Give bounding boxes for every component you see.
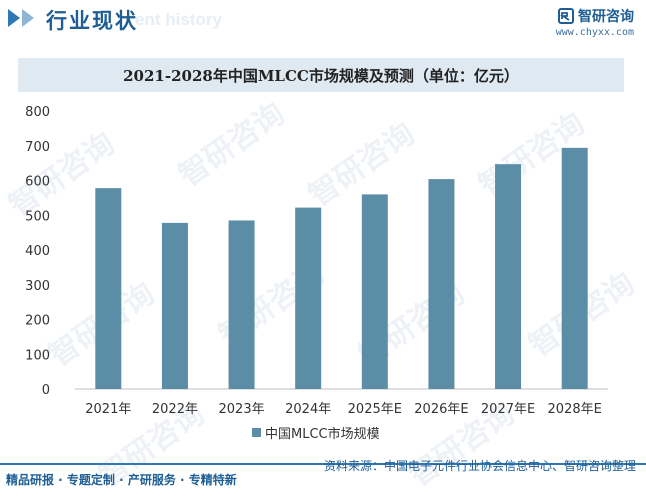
brand-url: www.chyxx.com: [555, 27, 634, 38]
bar: [495, 164, 522, 389]
y-tick-label: 300: [25, 279, 50, 294]
x-tick-label: 2024年: [285, 402, 331, 417]
y-tick-label: 0: [42, 383, 50, 398]
y-tick-label: 200: [25, 314, 50, 329]
y-tick-label: 400: [25, 244, 50, 259]
chart-title-bar: 2021-2028年中国MLCC市场规模及预测（单位：亿元）: [18, 58, 624, 92]
x-tick-label: 2027年E: [481, 402, 535, 417]
chevron-icon: [22, 9, 34, 27]
chevron-icon: [8, 9, 20, 27]
chart-title: 2021-2028年中国MLCC市场规模及预测（单位：亿元）: [123, 66, 519, 85]
bar: [161, 222, 188, 389]
bar: [428, 179, 455, 389]
legend-swatch: [252, 428, 261, 437]
footer-tagline: 精品研报 · 专题定制 · 产研服务 · 专精特新: [6, 473, 237, 487]
bar: [561, 147, 588, 389]
x-tick-label: 2028年E: [548, 402, 602, 417]
bar: [95, 188, 122, 389]
section-background-text: ent history: [135, 10, 222, 29]
footer-divider: [0, 463, 646, 465]
brand-name: 智研咨询: [578, 9, 634, 25]
x-tick-label: 2025年E: [348, 402, 402, 417]
brand-logo-icon: [558, 8, 574, 24]
y-tick-label: 700: [25, 140, 50, 155]
bar: [295, 207, 322, 389]
section-title: 行业现状: [46, 9, 138, 33]
header: ent history 行业现状 智研咨询 www.chyxx.com: [0, 0, 646, 46]
y-tick-label: 100: [25, 348, 50, 363]
y-tick-label: 800: [25, 105, 50, 120]
source-note: 资料来源：中国电子元件行业协会信息中心、智研咨询整理: [323, 459, 636, 473]
bar: [228, 220, 255, 389]
bar-chart: 0 100 200 300 400 500 600 700 800 2021年 2022年 2023年…: [25, 105, 608, 442]
x-tick-label: 2023年: [219, 402, 265, 417]
bar: [361, 194, 388, 389]
y-tick-label: 500: [25, 209, 50, 224]
x-tick-label: 2021年: [85, 402, 131, 417]
x-tick-label: 2026年E: [414, 402, 468, 417]
y-tick-label: 600: [25, 175, 50, 190]
legend-label: 中国MLCC市场规模: [265, 426, 380, 442]
x-tick-label: 2022年: [152, 402, 198, 417]
brand: 智研咨询 www.chyxx.com: [556, 6, 634, 38]
